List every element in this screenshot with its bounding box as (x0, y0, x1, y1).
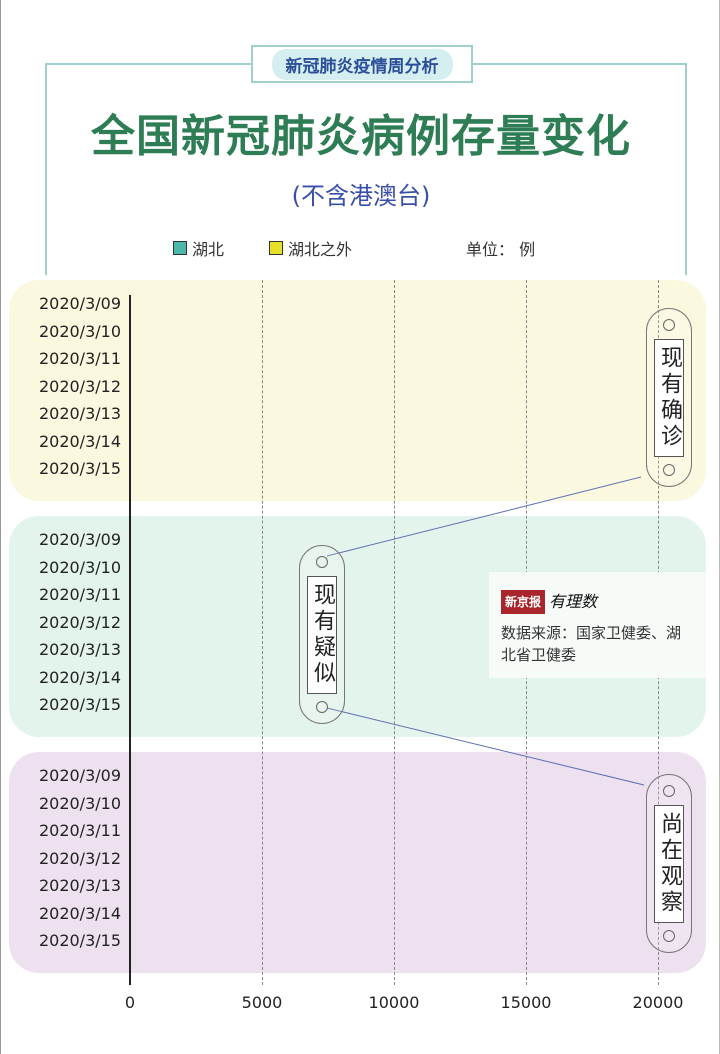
gridline (262, 280, 263, 985)
panel-label-text: 现有确诊 (654, 339, 684, 457)
category-label: 2020/3/11 (38, 349, 121, 368)
connector-line (326, 707, 645, 786)
logo: 新京报 有理数 (501, 590, 694, 614)
x-tick-label: 10000 (368, 993, 420, 1012)
category-label: 2020/3/10 (38, 321, 121, 341)
category-label: 2020/3/15 (38, 931, 121, 950)
hole-icon (663, 785, 675, 797)
x-tick-label: 15000 (500, 993, 552, 1012)
category-label: 2020/3/11 (38, 585, 121, 604)
category-label: 2020/3/14 (38, 431, 121, 451)
panel-label-observed: 尚在观察 (646, 774, 692, 953)
hole-icon (663, 319, 675, 331)
panel-label-confirmed: 现有确诊 (646, 308, 692, 487)
category-label: 2020/3/10 (38, 557, 121, 577)
y-axis (129, 295, 131, 985)
hole-icon (663, 930, 675, 942)
chart-panel (9, 752, 706, 973)
category-label: 2020/3/11 (38, 821, 121, 840)
legend-swatch-hubei (173, 241, 187, 255)
hole-icon (663, 464, 675, 476)
connector-line (326, 476, 642, 557)
category-label: 2020/3/13 (38, 876, 121, 895)
category-label: 2020/3/13 (38, 404, 121, 423)
source-box: 新京报 有理数 数据来源：国家卫健委、湖北省卫健委 (489, 572, 706, 678)
logo-column: 有理数 (549, 592, 598, 611)
panel-label-text: 尚在观察 (654, 805, 684, 923)
category-label: 2020/3/14 (38, 903, 121, 923)
category-label: 2020/3/12 (38, 848, 121, 868)
gridline (394, 280, 395, 985)
logo-newspaper: 新京报 (501, 590, 546, 614)
hole-icon (316, 556, 328, 568)
category-label: 2020/3/09 (38, 294, 121, 313)
source-text: 数据来源：国家卫健委、湖北省卫健委 (501, 624, 682, 664)
category-label: 2020/3/15 (38, 695, 121, 714)
x-tick-label: 20000 (632, 993, 684, 1012)
category-label: 2020/3/12 (38, 376, 121, 396)
category-label: 2020/3/15 (38, 459, 121, 478)
hole-icon (316, 701, 328, 713)
x-tick-label: 0 (124, 993, 136, 1012)
chart-panel (9, 280, 706, 501)
unit-label: 单位： 例 (466, 236, 535, 260)
panel-label-suspected: 现有疑似 (299, 545, 345, 724)
series-badge: 新冠肺炎疫情周分析 (251, 45, 473, 83)
category-label: 2020/3/12 (38, 612, 121, 632)
legend-hubei: 湖北 (173, 236, 224, 260)
category-label: 2020/3/09 (38, 530, 121, 549)
legend-swatch-outside (269, 241, 283, 255)
chart-title: 全国新冠肺炎病例存量变化 (91, 111, 631, 162)
legend-outside: 湖北之外 (269, 236, 352, 260)
category-label: 2020/3/13 (38, 640, 121, 659)
x-tick-label: 5000 (241, 993, 283, 1012)
chart-subtitle: (不含港澳台) (291, 182, 431, 210)
panel-label-text: 现有疑似 (307, 576, 337, 694)
unit-text: 单位： 例 (466, 240, 536, 259)
badge-text: 新冠肺炎疫情周分析 (271, 48, 453, 80)
legend-label: 湖北之外 (288, 240, 353, 259)
category-label: 2020/3/14 (38, 667, 121, 687)
category-label: 2020/3/10 (38, 793, 121, 813)
legend-label: 湖北 (192, 240, 225, 259)
category-label: 2020/3/09 (38, 766, 121, 785)
